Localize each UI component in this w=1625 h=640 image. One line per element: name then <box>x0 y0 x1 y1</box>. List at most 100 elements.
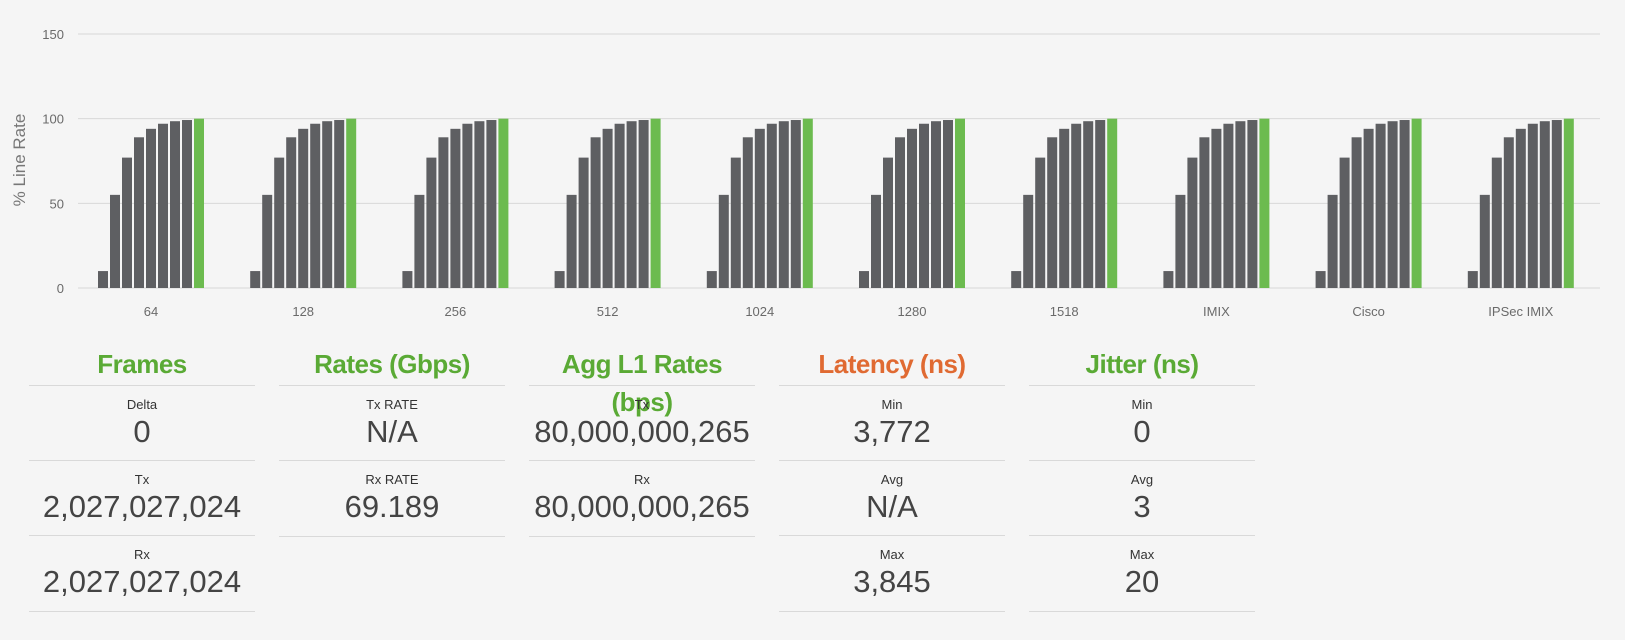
bar <box>426 157 437 288</box>
bar <box>1527 123 1538 288</box>
bar <box>1399 120 1410 288</box>
y-tick-label: 100 <box>42 112 64 127</box>
bar <box>110 194 120 288</box>
bar <box>170 121 180 288</box>
jitter-avg-metric: Avg 3 <box>1029 460 1255 535</box>
x-tick-label: 1518 <box>1050 304 1079 319</box>
bar <box>778 121 789 288</box>
bar <box>730 157 741 288</box>
bar <box>1047 137 1058 288</box>
bar <box>146 128 156 288</box>
bar <box>1387 121 1398 288</box>
metric-value: 3 <box>1133 489 1151 524</box>
bar <box>1551 120 1562 288</box>
metric-value: 3,845 <box>853 564 931 599</box>
metric-label: Rx RATE <box>365 472 419 487</box>
bar <box>1175 194 1186 288</box>
metric-label: Tx <box>134 472 150 487</box>
rates-title: Rates (Gbps) <box>314 349 470 379</box>
metric-value: 2,027,027,024 <box>42 564 242 599</box>
bar <box>1491 157 1502 288</box>
metric-value: 80,000,000,265 <box>534 414 750 449</box>
bar-chart-svg: 0 50 100 150 64 128 256 512 1024 1280 1518 IMIX Cis… <box>10 27 1600 319</box>
bar <box>1223 123 1234 288</box>
bar <box>1187 157 1198 288</box>
y-tick-label: 150 <box>42 27 64 42</box>
bar <box>250 271 261 288</box>
jitter-title: Jitter (ns) <box>1085 349 1199 379</box>
bar <box>1199 137 1210 288</box>
x-tick-label: 128 <box>292 304 314 319</box>
agg-rates-title: Agg L1 Rates (bps) <box>561 349 723 417</box>
bar <box>1375 123 1386 288</box>
bar <box>742 137 753 288</box>
bar <box>766 123 777 288</box>
agg-tx-metric: Tx 80,000,000,265 <box>529 385 755 460</box>
bar <box>298 128 309 288</box>
y-tick-label: 50 <box>50 196 64 211</box>
bar <box>1351 137 1362 288</box>
bar <box>895 137 905 288</box>
bar <box>1095 120 1106 288</box>
metric-value: 69.189 <box>344 489 440 524</box>
bar-final <box>1411 118 1422 289</box>
bar <box>182 120 192 288</box>
x-tick-label: Cisco <box>1352 304 1385 319</box>
bar <box>871 194 881 288</box>
bar <box>626 121 637 288</box>
bar <box>1023 194 1034 288</box>
frames-rx-metric: Rx 2,027,027,024 <box>29 535 255 612</box>
bar <box>414 194 425 288</box>
bar <box>931 121 941 288</box>
metric-label: Max <box>1129 547 1155 562</box>
bar <box>1235 121 1246 288</box>
metric-value: 0 <box>1133 414 1151 449</box>
bar <box>1163 271 1174 288</box>
bar-final <box>1563 118 1574 289</box>
bar-final <box>955 118 965 289</box>
bar <box>566 194 577 288</box>
bar <box>98 271 108 288</box>
bar <box>322 121 333 288</box>
frames-column: Frames Delta 0 Tx 2,027,027,024 Rx 2,027… <box>29 345 255 612</box>
bar <box>1539 121 1550 288</box>
bar <box>578 157 589 288</box>
latency-min-metric: Min 3,772 <box>779 385 1005 460</box>
bar <box>943 120 953 288</box>
metric-value: N/A <box>866 489 918 524</box>
bar <box>450 128 461 288</box>
bar <box>1035 157 1046 288</box>
metric-label: Rx <box>634 472 650 487</box>
bar-final <box>802 118 813 289</box>
bar <box>1315 271 1326 288</box>
bar-final <box>1107 118 1118 289</box>
bar <box>1247 120 1258 288</box>
metric-label: Min <box>881 397 903 412</box>
metric-label: Rx <box>134 547 150 562</box>
bar <box>1503 137 1514 288</box>
bar <box>1479 194 1490 288</box>
bar-final <box>650 118 661 289</box>
x-tick-label: 256 <box>445 304 467 319</box>
y-axis-label: % Line Rate <box>10 114 29 207</box>
frames-title: Frames <box>97 349 187 379</box>
metric-label: Max <box>879 547 905 562</box>
agg-rates-column: Agg L1 Rates (bps) Tx 80,000,000,265 Rx … <box>529 345 755 537</box>
metric-value: 2,027,027,024 <box>42 489 242 524</box>
bar <box>310 123 321 288</box>
bar <box>1327 194 1338 288</box>
metric-label: Tx RATE <box>366 397 418 412</box>
x-tick-label: IMIX <box>1203 304 1230 319</box>
bar <box>1363 128 1374 288</box>
bar <box>462 123 473 288</box>
x-tick-label: IPSec IMIX <box>1488 304 1553 319</box>
metric-label: Avg <box>880 472 904 487</box>
jitter-column: Jitter (ns) Min 0 Avg 3 Max 20 <box>1029 345 1255 612</box>
x-tick-label: 1280 <box>898 304 927 319</box>
bar <box>859 271 869 288</box>
metric-label: Min <box>1131 397 1153 412</box>
bar <box>402 271 413 288</box>
bar <box>919 123 929 288</box>
bar-final <box>498 118 509 289</box>
y-tick-label: 0 <box>57 281 64 296</box>
